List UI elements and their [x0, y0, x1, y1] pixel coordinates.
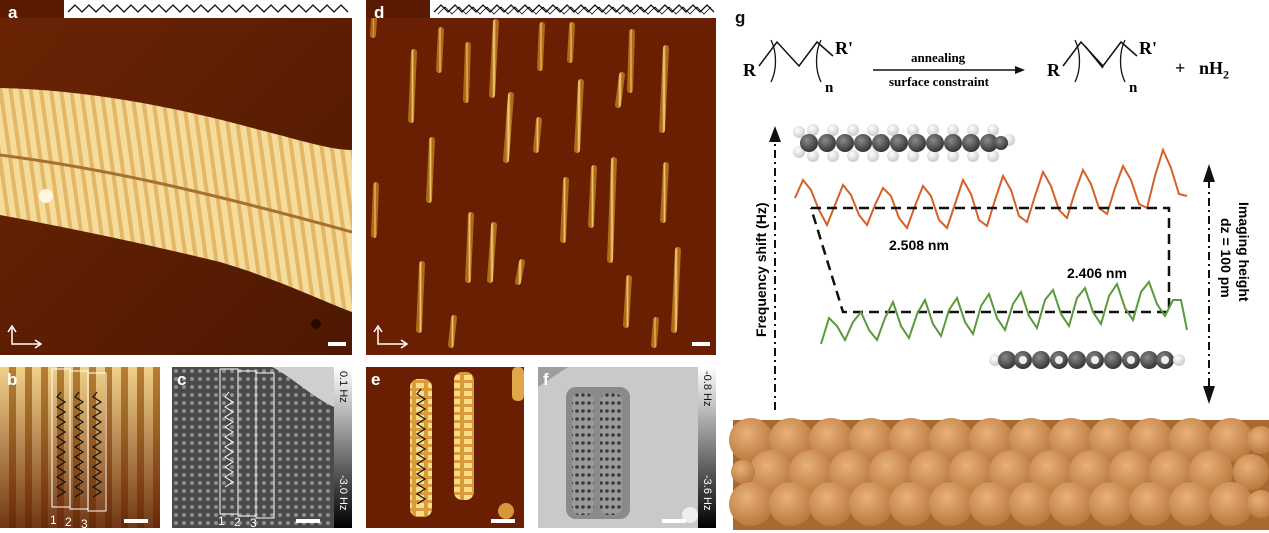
y-axis-label: Frequency shift (Hz): [753, 202, 769, 338]
panel-c-image: [172, 367, 352, 528]
arrow-condition-bottom: surface constraint: [889, 74, 990, 89]
reactant-r: R: [743, 60, 756, 80]
panel-e-label: e: [371, 370, 381, 389]
panel-b-col-3: 3: [81, 517, 88, 528]
panel-g-label: g: [735, 8, 746, 27]
panel-c-col-1: 1: [218, 514, 225, 528]
panel-f-scalebar: [662, 519, 686, 523]
molecule-top: [793, 124, 1015, 162]
panel-d-scalebar: [692, 342, 710, 346]
product-r: R: [1047, 60, 1060, 80]
plus-sign: +: [1175, 58, 1186, 78]
panel-e-image: [366, 367, 524, 528]
panel-f: f -0.8 Hz -3.6 Hz: [538, 367, 716, 528]
imaging-height-value: dz = 100 pm: [1218, 218, 1234, 298]
panel-a-image: [0, 0, 352, 355]
byproduct-formula: nH: [1199, 58, 1224, 78]
panel-g: g R R' n annealing surface constraint R …: [725, 0, 1269, 533]
panel-e-scalebar: [491, 519, 515, 523]
panel-a-label: a: [8, 3, 18, 22]
panel-c-col-3: 3: [250, 516, 257, 528]
panel-a: a: [0, 0, 352, 355]
panel-c-scalebar: [296, 519, 320, 523]
product-rprime: R': [1139, 38, 1157, 58]
panel-d-label: d: [374, 3, 385, 22]
panel-f-scale-bottom: -3.6 Hz: [701, 475, 713, 511]
panel-f-scale-top: -0.8 Hz: [701, 371, 713, 407]
panel-b-col-1: 1: [50, 513, 57, 527]
panel-b-scalebar: [124, 519, 148, 523]
imaging-height-label: Imaging height: [1236, 202, 1252, 302]
molecule-bottom: [989, 351, 1185, 369]
panel-g-graphic: [729, 39, 1269, 530]
panel-f-label: f: [543, 370, 549, 389]
panel-b-col-2: 2: [65, 515, 72, 528]
panel-f-image: [538, 367, 716, 528]
panel-c-col-2: 2: [234, 515, 241, 528]
product-n: n: [1129, 80, 1138, 96]
molecule-rods: [370, 17, 681, 348]
panel-d-image: [366, 0, 716, 355]
panel-b-label: b: [7, 370, 18, 389]
panel-d: d: [366, 0, 716, 355]
panel-c-scale-bottom: -3.0 Hz: [337, 475, 349, 511]
panel-e: e: [366, 367, 524, 528]
byproduct-subscript: 2: [1223, 67, 1230, 82]
top-trace: [794, 147, 1188, 231]
panel-a-scalebar: [328, 342, 346, 346]
length-bottom: 2.406 nm: [1067, 265, 1127, 281]
panel-b: b 1 2 3: [0, 367, 160, 528]
panel-b-image: [0, 367, 160, 528]
length-top: 2.508 nm: [889, 237, 949, 253]
reactant-rprime: R': [835, 38, 853, 58]
panel-c: c 0.1 Hz -3.0 Hz 1 2 3: [172, 367, 352, 528]
panel-c-label: c: [177, 370, 187, 389]
panel-c-scale-top: 0.1 Hz: [337, 371, 349, 403]
byproduct: nH2: [1199, 58, 1229, 83]
arrow-condition-top: annealing: [911, 50, 966, 65]
reactant-n: n: [825, 80, 834, 96]
bottom-trace: [820, 279, 1188, 345]
copper-surface: [729, 418, 1269, 530]
